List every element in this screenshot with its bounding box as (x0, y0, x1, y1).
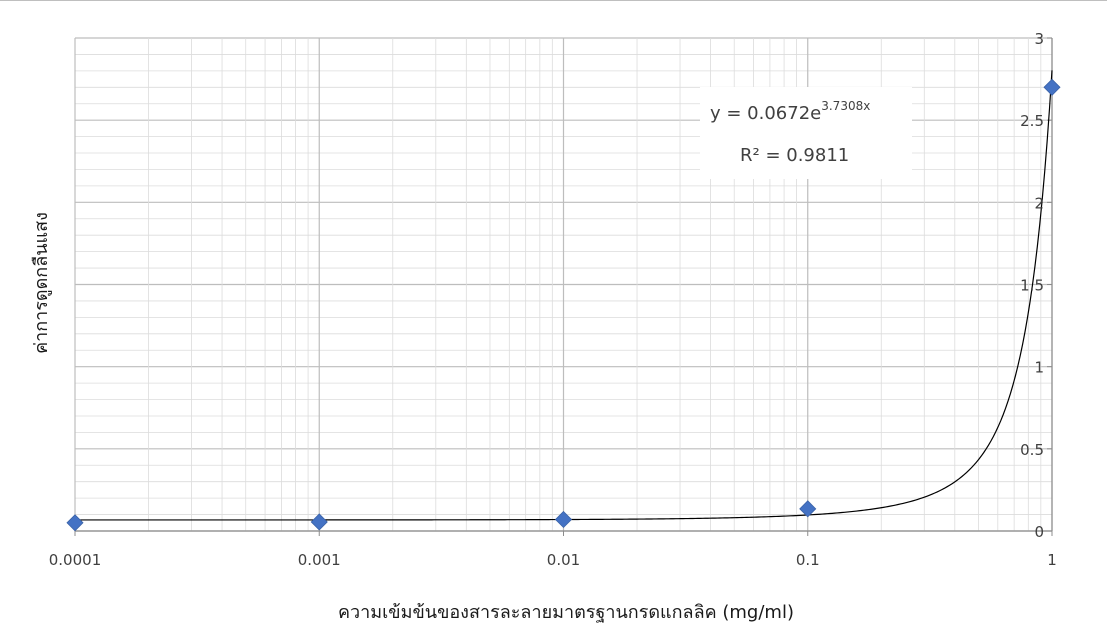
data-point (66, 514, 84, 532)
y-tick-label: 1 (1034, 359, 1044, 377)
y-tick-labels: 0 0.5 1 1.5 2 2.5 3 (1020, 30, 1044, 541)
y-tick-label: 0 (1034, 523, 1044, 541)
x-tick-label: 0.001 (298, 551, 341, 569)
x-tick-label: 0.1 (796, 551, 820, 569)
y-tick-label: 2 (1034, 194, 1044, 212)
data-point (1043, 78, 1061, 96)
x-tick-label: 0.0001 (49, 551, 102, 569)
axes (74, 37, 1053, 536)
data-point (310, 513, 328, 531)
y-tick-label: 0.5 (1020, 441, 1044, 459)
y-tick-label: 3 (1034, 30, 1044, 48)
x-tick-label: 1 (1047, 551, 1057, 569)
y-tick-label: 1.5 (1020, 277, 1044, 295)
x-tick-label: 0.01 (547, 551, 580, 569)
data-point (554, 510, 573, 529)
trendline-equation-box: y = 0.0672e3.7308x R² = 0.9811 (700, 87, 912, 179)
trendline-equation: y = 0.0672e3.7308x (710, 99, 870, 124)
r-squared-label: R² = 0.9811 (740, 145, 849, 166)
equation-box-bg (700, 87, 912, 179)
y-axis-title: ค่าการดูดกลืนแสง (31, 212, 52, 354)
y-tick-label: 2.5 (1020, 112, 1044, 130)
x-tick-labels: 0.0001 0.001 0.01 0.1 1 (49, 551, 1057, 569)
x-axis-title: ความเข้มข้นของสารละลายมาตรฐานกรดแกลลิค (… (338, 602, 794, 623)
data-points (66, 78, 1061, 532)
data-point (799, 500, 817, 518)
